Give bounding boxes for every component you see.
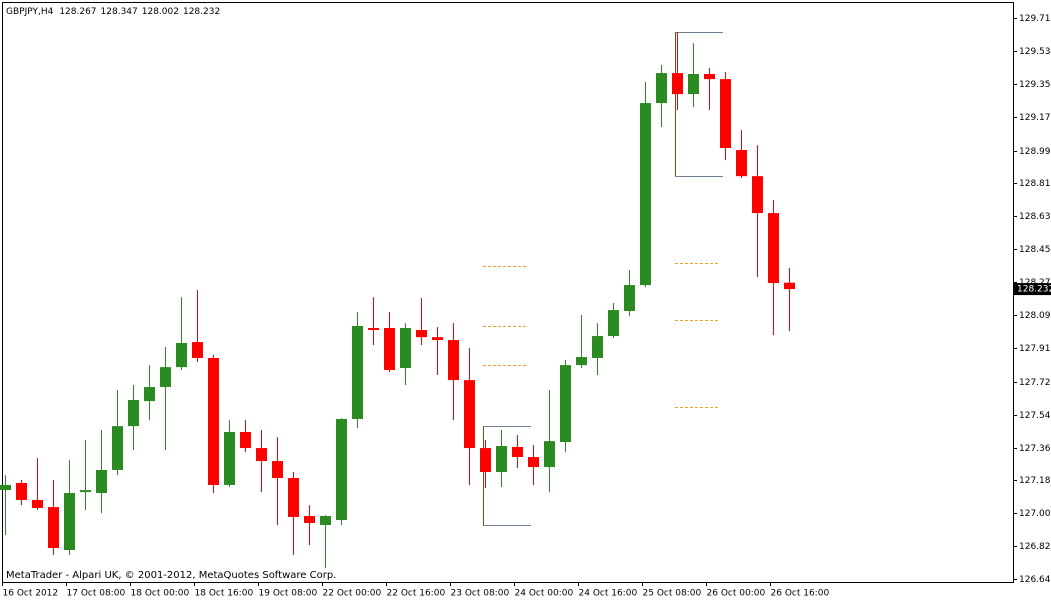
- candle-body: [288, 478, 299, 517]
- price-marker-label: 128.232: [1017, 285, 1051, 295]
- y-tick-label: 127.365: [1019, 444, 1051, 454]
- candle-body: [336, 419, 347, 521]
- y-tick-label: 128.090: [1019, 311, 1051, 321]
- candle-body: [480, 448, 491, 472]
- y-tick-label: 129.175: [1019, 113, 1051, 123]
- candle-body: [48, 507, 59, 549]
- candle-body: [368, 327, 379, 331]
- candle-body: [784, 282, 795, 290]
- candle-body: [400, 327, 411, 369]
- candle-body: [96, 469, 107, 494]
- candle-body: [272, 461, 283, 479]
- chart-header: GBPJPY,H4 128.267 128.347 128.002 128.232: [6, 7, 220, 17]
- candle-body: [80, 490, 91, 493]
- candle-body: [496, 446, 507, 472]
- level-lines: [483, 263, 720, 408]
- y-tick-label: 127.725: [1019, 378, 1051, 388]
- candle-body: [304, 516, 315, 523]
- y-tick-label: 129.535: [1019, 47, 1051, 57]
- x-tick-label: 24 Oct 16:00: [579, 589, 638, 599]
- candle-body: [752, 176, 763, 214]
- candle-body: [688, 73, 699, 95]
- y-tick-label: 128.990: [1019, 147, 1051, 157]
- x-tick-label: 19 Oct 08:00: [259, 589, 318, 599]
- x-tick-label: 18 Oct 16:00: [195, 589, 254, 599]
- y-tick-label: 128.450: [1019, 245, 1051, 255]
- candle-body: [0, 484, 11, 491]
- x-tick-label: 22 Oct 16:00: [387, 589, 446, 599]
- candle-body: [544, 441, 555, 468]
- candle-body: [560, 365, 571, 443]
- y-tick-label: 127.910: [1019, 344, 1051, 354]
- x-tick-label: 26 Oct 00:00: [707, 589, 766, 599]
- candle-body: [128, 399, 139, 427]
- candle-body: [592, 336, 603, 358]
- x-tick-label: 17 Oct 08:00: [67, 589, 126, 599]
- y-tick-label: 129.715: [1019, 14, 1051, 24]
- y-tick-label: 126.825: [1019, 542, 1051, 552]
- price-marker: [1014, 283, 1051, 296]
- candle-body: [720, 79, 731, 149]
- candle-body: [384, 327, 395, 371]
- candle-body: [704, 73, 715, 80]
- last-high: 128.347: [101, 7, 138, 17]
- y-tick-label: 128.810: [1019, 179, 1051, 189]
- candle-body: [16, 482, 27, 500]
- y-tick-label: 126.645: [1019, 575, 1051, 585]
- x-tick-label: 22 Oct 00:00: [323, 589, 382, 599]
- x-tick-label: 25 Oct 08:00: [643, 589, 702, 599]
- candle-body: [448, 340, 459, 381]
- candle-body: [528, 457, 539, 468]
- candle-body: [608, 310, 619, 337]
- candle-body: [320, 516, 331, 525]
- last-close: 128.232: [183, 7, 220, 17]
- drawings: [483, 32, 723, 526]
- candle-body: [576, 357, 587, 366]
- y-tick-label: 127.185: [1019, 476, 1051, 486]
- candle-body: [656, 73, 667, 104]
- y-tick-label: 128.270: [1019, 278, 1051, 288]
- candle-body: [768, 213, 779, 284]
- candle-body: [256, 448, 267, 462]
- x-tick-label: 23 Oct 08:00: [451, 589, 510, 599]
- rectangle-edge: [483, 426, 531, 526]
- candle-body: [208, 357, 219, 485]
- candle-body: [160, 367, 171, 388]
- footer: MetaTrader - Alpari UK, © 2001-2012, Met…: [6, 570, 336, 581]
- candle-body: [736, 150, 747, 177]
- candle-body: [240, 431, 251, 449]
- candle-body: [640, 103, 651, 286]
- candle-body: [624, 285, 635, 312]
- y-tick-label: 128.630: [1019, 212, 1051, 222]
- candle-body: [512, 446, 523, 458]
- candle-body: [672, 73, 683, 95]
- y-tick-label: 129.355: [1019, 80, 1051, 90]
- symbol: GBPJPY,H4: [6, 7, 54, 17]
- x-tick-label: 18 Oct 00:00: [131, 589, 190, 599]
- last-low: 128.002: [142, 7, 179, 17]
- candle-body: [32, 499, 43, 508]
- candle-body: [192, 342, 203, 358]
- x-tick-label: 26 Oct 16:00: [771, 589, 830, 599]
- candle-body: [176, 342, 187, 368]
- candle-body: [432, 337, 443, 341]
- x-tick-label: 16 Oct 2012: [3, 589, 59, 599]
- candle-body: [352, 325, 363, 420]
- candle-body: [64, 493, 75, 551]
- last-open: 128.267: [59, 7, 96, 17]
- candle-body: [144, 387, 155, 402]
- x-tick-label: 24 Oct 00:00: [515, 589, 574, 599]
- candle-body: [224, 431, 235, 485]
- plot-frame: [2, 2, 1014, 583]
- candle-body: [416, 330, 427, 338]
- y-tick-label: 127.545: [1019, 411, 1051, 421]
- candle-body: [112, 426, 123, 470]
- candle-body: [464, 380, 475, 449]
- y-tick-label: 127.005: [1019, 509, 1051, 519]
